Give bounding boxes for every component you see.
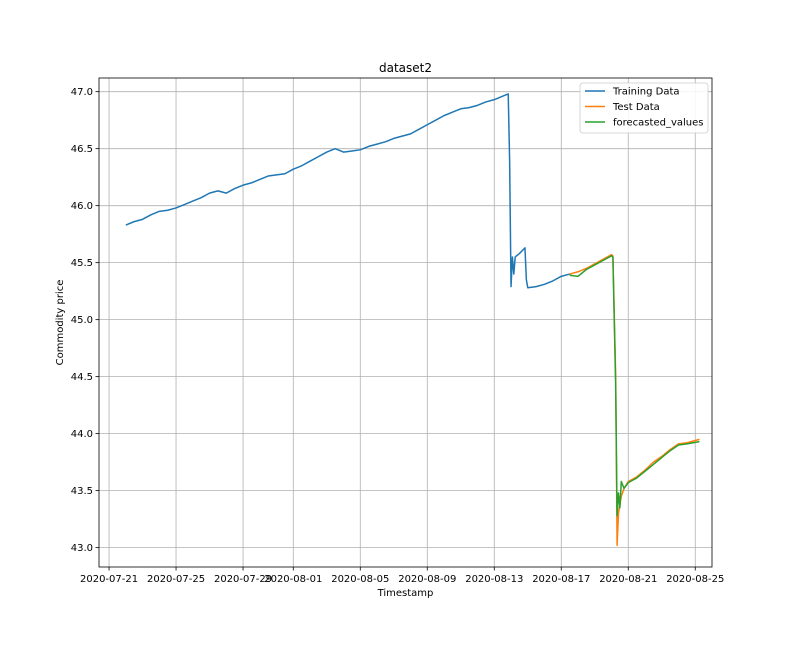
x-tick-label: 2020-08-09 <box>398 574 456 585</box>
series-line-forecasted-values <box>569 255 700 517</box>
y-tick-label: 44.0 <box>71 429 93 440</box>
x-axis-label: Timestamp <box>377 588 434 599</box>
series-line-test-data <box>569 253 700 547</box>
x-tick-label: 2020-08-05 <box>331 574 389 585</box>
x-tick-label: 2020-07-25 <box>147 574 205 585</box>
y-axis-label: Commodity price <box>55 280 66 366</box>
series-layer <box>125 93 700 547</box>
series-line-training-data <box>125 93 570 289</box>
legend-label: Training Data <box>612 87 680 98</box>
x-tick-label: 2020-07-29 <box>214 574 272 585</box>
y-tick-label: 46.0 <box>71 201 93 212</box>
y-tick-label: 43.0 <box>71 543 93 554</box>
plot-area <box>98 77 713 568</box>
y-tick-label: 46.5 <box>71 144 93 155</box>
y-tick-label: 45.5 <box>71 258 93 269</box>
legend-label: forecasted_values <box>613 118 703 129</box>
x-tick-label: 2020-08-01 <box>264 574 322 585</box>
grid-lines <box>99 78 712 567</box>
legend: Training Data Test Data forecasted_values <box>579 82 709 134</box>
y-tick-label: 47.0 <box>71 87 93 98</box>
x-tick-label: 2020-08-25 <box>666 574 724 585</box>
legend-label: Test Data <box>612 102 660 113</box>
x-tick-label: 2020-08-13 <box>465 574 523 585</box>
x-tick-label: 2020-08-17 <box>532 574 590 585</box>
x-tick-label: 2020-07-21 <box>80 574 138 585</box>
x-axis: 2020-07-21 2020-07-25 2020-07-292020-08-01… <box>80 567 724 585</box>
chart-title: dataset2 <box>379 61 432 75</box>
y-tick-label: 44.5 <box>71 372 93 383</box>
x-tick-label: 2020-08-21 <box>599 574 657 585</box>
y-tick-label: 43.5 <box>71 486 93 497</box>
y-axis: 43.0 43.5 44.0 44.5 45.0 45.5 46.0 46.5 47.0 <box>71 87 99 554</box>
legend-box <box>579 82 709 134</box>
y-tick-label: 45.0 <box>71 315 93 326</box>
